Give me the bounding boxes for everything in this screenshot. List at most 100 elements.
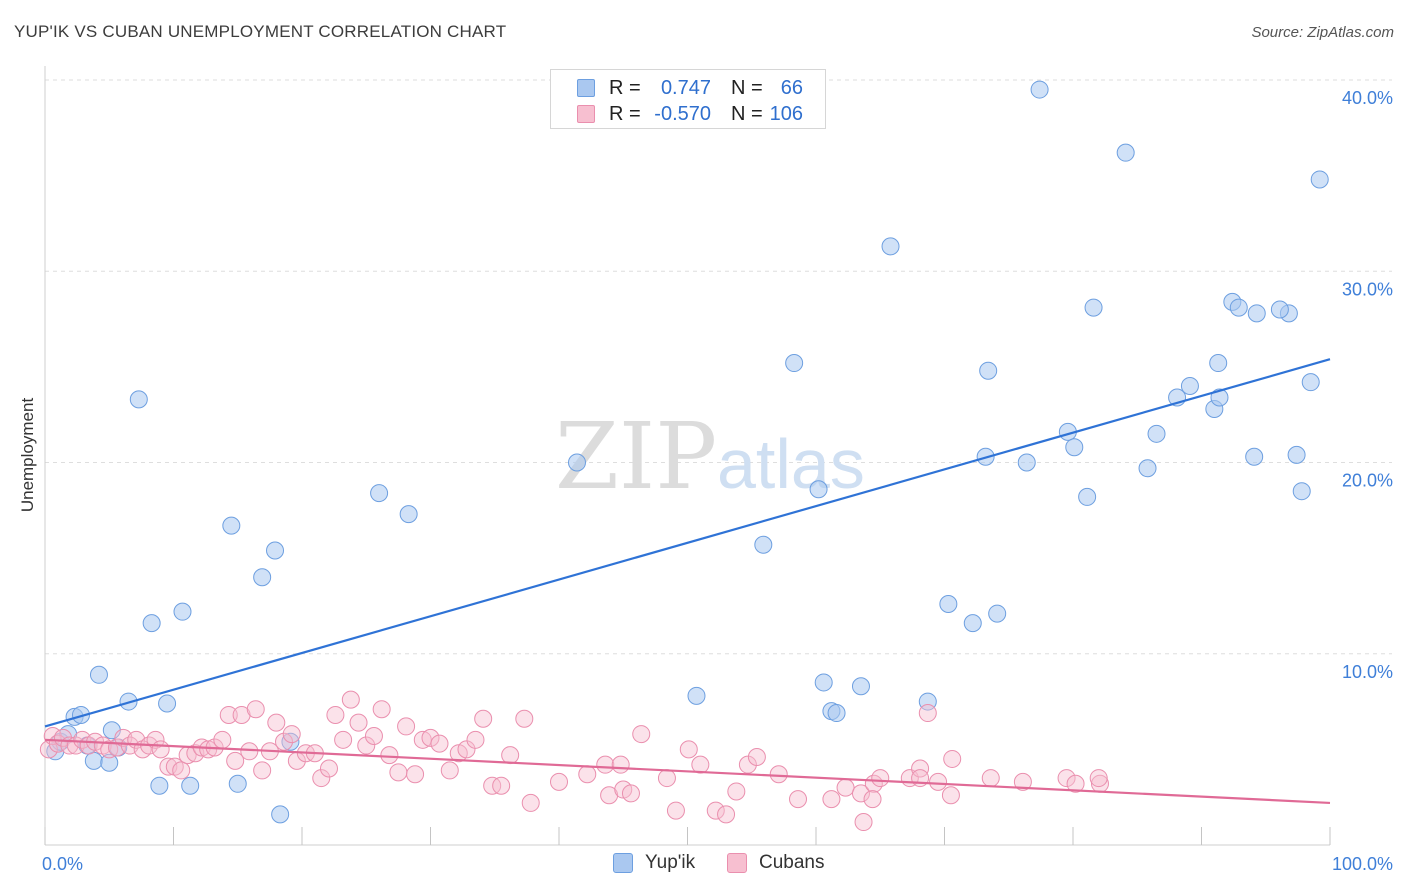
cubans-point [267,713,286,732]
source-credit: Source: ZipAtlas.com [1251,24,1394,41]
x-tick-label: 100.0% [1332,854,1393,874]
y-tick-label: 30.0% [1342,279,1393,299]
yupik-point [1017,453,1036,472]
watermark: ZIP atlas [555,403,865,510]
gridlines [45,79,1392,655]
yupik-point [173,602,192,621]
yupik-point [1180,377,1199,395]
legend-swatch-yupik [613,853,633,873]
yupik-point [1078,487,1097,506]
yupik-point [754,535,773,554]
cubans-point [406,765,425,784]
cubans-point [943,749,962,768]
cubans-point [1013,772,1032,791]
cubans-point [515,709,534,728]
yupik-point [1210,388,1229,407]
cubans-point [501,746,520,765]
yupik-point [881,237,900,256]
y-axis-label: Unemployment [18,397,37,513]
cubans-point [364,726,383,745]
cubans-point [632,725,651,744]
cubans-point [199,740,218,759]
stats-row-yupik: R = 0.747 N = 66 [551,75,825,101]
yupik-point [939,595,958,614]
cubans-trend-line [44,738,1331,805]
yupik-point [1229,298,1248,317]
yupik-point [963,614,982,633]
yupik-point [1138,459,1157,478]
chart-title: YUP'IK VS CUBAN UNEMPLOYMENT CORRELATION… [14,22,507,41]
cubans-point [319,759,338,778]
yupik-point [271,805,290,824]
yupik-point [1116,143,1135,162]
tick-labels: 10.0% 20.0% 30.0% 40.0% 0.0% 100.0% [42,88,1393,874]
yupik-point [370,484,389,503]
n-value: 66 [780,77,803,99]
yupik-point [1287,445,1306,464]
cubans-point [312,769,331,788]
yupik-point [1030,80,1049,99]
cubans-point [100,740,119,759]
cubans-point [389,763,408,782]
legend-swatch-cubans [727,853,747,873]
cubans-point [226,751,245,770]
yupik-point [281,732,300,751]
cubans-point [457,740,476,759]
yupik-point [1084,298,1103,317]
cubans-point [769,765,788,784]
r-value: -0.570 [654,103,711,125]
yupik-point [1065,438,1084,457]
data-points [39,80,1329,832]
yupik-point [1270,300,1289,319]
yupik-point [687,686,706,705]
cubans-point [372,700,391,719]
yupik-point [181,776,200,795]
cubans-point [334,730,353,749]
cubans-point [1089,769,1108,788]
cubans-point [854,813,873,832]
cubans-point [326,705,345,724]
cubans-point [492,776,511,795]
cubans-point [666,801,685,820]
cubans-point [275,732,294,751]
stats-row-cubans: R = -0.570 N = 106 [551,101,825,127]
cubans-point [440,761,459,780]
cubans-point [911,759,930,778]
yupik-point [1301,373,1320,392]
cubans-point [357,736,376,755]
y-tick-label: 10.0% [1342,662,1393,682]
yupik-point [988,604,1007,623]
yupik-point [827,704,846,723]
cubans-point [691,755,710,774]
r-label: R = [609,103,641,125]
cubans-point [219,705,238,724]
yupik-point [1147,424,1166,443]
cubans-point [341,690,360,709]
r-value: 0.747 [660,77,711,99]
yupik-point [142,614,161,633]
y-tick-label: 20.0% [1342,471,1393,491]
cubans-point [397,717,416,736]
cubans-point [727,782,746,801]
cubans-point [717,805,736,824]
y-tick-label: 40.0% [1342,88,1393,108]
cubans-point [679,740,698,759]
cubans-point [747,748,766,767]
yupik-swatch [577,79,595,97]
cubans-point [596,755,615,774]
cubans-point [474,709,493,728]
legend-label-yupik: Yup'ik [645,852,696,873]
yupik-point [89,665,108,684]
yupik-point [1247,304,1266,323]
cubans-point [413,730,432,749]
yupik-point [150,776,169,795]
yupik-point [84,751,103,770]
correlation-stats-box: R = 0.747 N = 66 R = -0.570 N = 106 [550,69,826,129]
cubans-point [863,790,882,809]
yupik-point [979,361,998,380]
cubans-point [941,786,960,805]
cubans-point [430,734,449,753]
yupik-point [1209,354,1228,373]
cubans-point [172,761,191,780]
legend-label-cubans: Cubans [759,852,825,873]
